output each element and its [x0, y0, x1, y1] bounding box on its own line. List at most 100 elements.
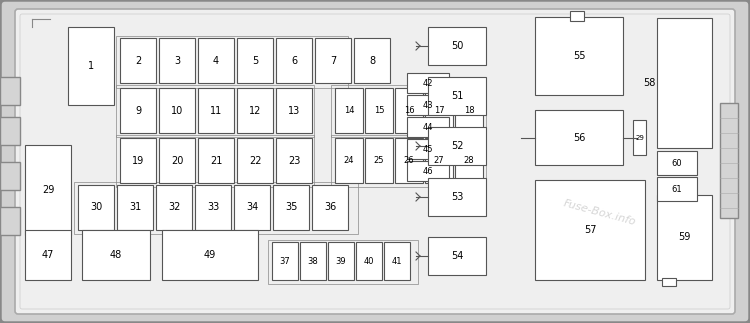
- Bar: [195, 185, 231, 230]
- Text: 59: 59: [678, 233, 691, 243]
- Bar: [198, 138, 234, 183]
- Bar: [237, 138, 273, 183]
- Text: 22: 22: [249, 155, 261, 165]
- Bar: [116, 85, 314, 137]
- Text: 11: 11: [210, 106, 222, 116]
- Text: 29: 29: [635, 134, 644, 141]
- Bar: [657, 151, 697, 175]
- Text: 40: 40: [364, 256, 374, 266]
- Text: 10: 10: [171, 106, 183, 116]
- Text: 31: 31: [129, 203, 141, 213]
- Text: 42: 42: [423, 78, 433, 88]
- Text: 52: 52: [451, 141, 464, 151]
- Bar: [82, 230, 150, 280]
- Text: 55: 55: [573, 51, 585, 61]
- Text: 2: 2: [135, 56, 141, 66]
- Bar: [535, 17, 623, 95]
- Bar: [570, 11, 584, 21]
- Text: Fuse-Box.info: Fuse-Box.info: [562, 199, 638, 227]
- Bar: [395, 88, 423, 133]
- Text: 23: 23: [288, 155, 300, 165]
- Bar: [0, 162, 20, 190]
- Bar: [384, 242, 410, 280]
- Bar: [354, 38, 390, 83]
- Text: 27: 27: [433, 156, 444, 165]
- Bar: [331, 135, 486, 187]
- Bar: [428, 127, 486, 165]
- Bar: [237, 88, 273, 133]
- Bar: [198, 38, 234, 83]
- Text: 6: 6: [291, 56, 297, 66]
- Text: 19: 19: [132, 155, 144, 165]
- Bar: [407, 117, 449, 137]
- Text: 4: 4: [213, 56, 219, 66]
- Bar: [425, 88, 453, 133]
- Bar: [117, 185, 153, 230]
- Text: 21: 21: [210, 155, 222, 165]
- Text: 8: 8: [369, 56, 375, 66]
- Text: 36: 36: [324, 203, 336, 213]
- Bar: [455, 138, 483, 183]
- Text: 56: 56: [573, 132, 585, 142]
- Bar: [273, 185, 309, 230]
- Text: 14: 14: [344, 106, 354, 115]
- Bar: [657, 18, 712, 148]
- Text: 15: 15: [374, 106, 384, 115]
- Bar: [428, 237, 486, 275]
- Text: 41: 41: [392, 256, 402, 266]
- Text: 24: 24: [344, 156, 354, 165]
- Bar: [120, 88, 156, 133]
- Bar: [455, 88, 483, 133]
- Text: 60: 60: [672, 159, 682, 168]
- Bar: [535, 110, 623, 165]
- Text: 37: 37: [280, 256, 290, 266]
- Bar: [300, 242, 326, 280]
- Bar: [535, 180, 645, 280]
- Bar: [268, 240, 418, 284]
- Bar: [407, 161, 449, 181]
- Bar: [276, 138, 312, 183]
- Text: 34: 34: [246, 203, 258, 213]
- Bar: [116, 135, 314, 187]
- Bar: [120, 138, 156, 183]
- Text: 49: 49: [204, 250, 216, 260]
- Bar: [407, 95, 449, 115]
- Bar: [633, 120, 646, 155]
- Text: 47: 47: [42, 250, 54, 260]
- FancyBboxPatch shape: [15, 9, 735, 314]
- Bar: [237, 38, 273, 83]
- Bar: [335, 138, 363, 183]
- Bar: [425, 138, 453, 183]
- Bar: [0, 207, 20, 235]
- Bar: [25, 145, 71, 235]
- Bar: [198, 88, 234, 133]
- Text: 48: 48: [110, 250, 122, 260]
- Text: 20: 20: [171, 155, 183, 165]
- Bar: [74, 182, 358, 234]
- Text: 5: 5: [252, 56, 258, 66]
- Text: 54: 54: [451, 251, 464, 261]
- Bar: [328, 242, 354, 280]
- Text: 16: 16: [404, 106, 414, 115]
- Bar: [395, 138, 423, 183]
- Text: 46: 46: [423, 166, 433, 175]
- Bar: [312, 185, 348, 230]
- Bar: [162, 230, 258, 280]
- Bar: [407, 73, 449, 93]
- Bar: [25, 230, 71, 280]
- Bar: [234, 185, 270, 230]
- Text: 57: 57: [584, 225, 596, 235]
- Bar: [315, 38, 351, 83]
- Bar: [156, 185, 192, 230]
- Text: 61: 61: [672, 184, 682, 193]
- Text: 25: 25: [374, 156, 384, 165]
- Text: 18: 18: [464, 106, 474, 115]
- Bar: [657, 177, 697, 201]
- Bar: [116, 36, 348, 88]
- Text: 51: 51: [451, 91, 464, 101]
- Bar: [331, 85, 486, 137]
- Text: 58: 58: [643, 78, 656, 88]
- Text: 33: 33: [207, 203, 219, 213]
- Bar: [120, 38, 156, 83]
- Bar: [159, 88, 195, 133]
